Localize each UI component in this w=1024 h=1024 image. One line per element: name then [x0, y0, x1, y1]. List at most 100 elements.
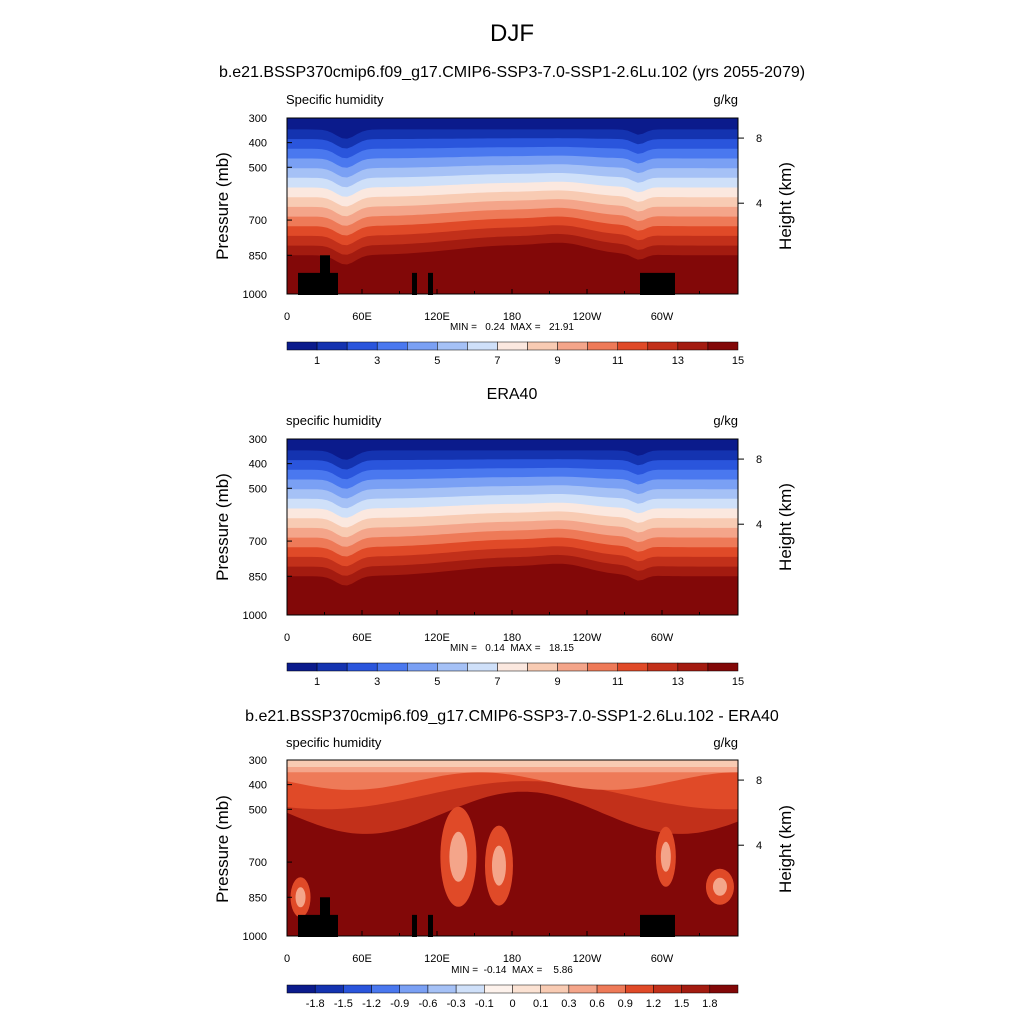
colorbar-swatch — [512, 984, 541, 994]
colorbar-label: 0.6 — [589, 998, 604, 1010]
colorbar-label: -0.6 — [418, 998, 437, 1010]
panel-2-units-label: g/kg — [713, 413, 738, 428]
colorbar-swatch — [625, 984, 654, 994]
terrain-block — [428, 272, 433, 295]
colorbar-label: 3 — [374, 355, 380, 367]
x-tick-label: 120W — [573, 632, 602, 644]
terrain-block — [640, 272, 675, 295]
panel-2-title: ERA40 — [486, 386, 538, 403]
right-tick-label: 8 — [756, 775, 762, 787]
colorbar-swatch — [455, 984, 485, 994]
colorbar-swatch — [707, 662, 739, 672]
x-tick-label: 120E — [424, 632, 450, 644]
colorbar-label: 0.9 — [618, 998, 633, 1010]
colorbar-label: -1.5 — [334, 998, 353, 1010]
colorbar-label: 7 — [494, 676, 500, 688]
colorbar-swatch — [343, 984, 372, 994]
y-tick-label: 700 — [249, 536, 267, 548]
colorbar-swatch — [653, 984, 682, 994]
x-tick-label: 60E — [352, 311, 372, 323]
x-tick-label: 60W — [651, 632, 674, 644]
y-tick-label: 1000 — [243, 931, 267, 943]
contour-blob — [660, 841, 671, 872]
terrain-block — [412, 272, 417, 295]
panel-3-variable-label: specific humidity — [286, 735, 382, 750]
colorbar-label: 9 — [555, 355, 561, 367]
y-tick-label: 1000 — [243, 610, 267, 622]
colorbar-label: 15 — [732, 676, 744, 688]
colorbar-label: 11 — [612, 676, 623, 688]
contour-band — [287, 439, 738, 460]
contour-band — [287, 118, 738, 139]
colorbar-swatch — [427, 984, 457, 994]
terrain-block — [412, 914, 417, 937]
contour-band — [287, 760, 738, 767]
panel-1-stats: MIN = 0.24 MAX = 21.91 — [450, 322, 574, 333]
colorbar-label: -1.8 — [306, 998, 325, 1010]
colorbar-swatch — [371, 984, 400, 994]
colorbar-swatch — [286, 984, 316, 994]
colorbar-label: 7 — [494, 355, 500, 367]
x-tick-label: 60W — [651, 311, 674, 323]
colorbar-label: 9 — [555, 676, 561, 688]
colorbar-label: 3 — [374, 676, 380, 688]
colorbar-swatch — [484, 984, 513, 994]
y-tick-label: 1000 — [243, 289, 267, 301]
y-tick-label: 300 — [249, 113, 267, 125]
y-tick-label: 700 — [249, 215, 267, 227]
panel-2-variable-label: specific humidity — [286, 413, 382, 428]
right-tick-label: 4 — [756, 198, 762, 210]
y-tick-label: 500 — [249, 483, 267, 495]
colorbar-label: -0.3 — [447, 998, 466, 1010]
x-tick-label: 60E — [352, 953, 372, 965]
y-tick-label: 500 — [249, 804, 267, 816]
x-tick-label: 60W — [651, 953, 674, 965]
contour-blob — [712, 877, 727, 896]
y-tick-label: 850 — [249, 892, 267, 904]
colorbar-swatch — [568, 984, 598, 994]
colorbar-swatch — [314, 984, 344, 994]
x-tick-label: 120W — [573, 311, 602, 323]
terrain-block — [320, 897, 330, 937]
colorbar-label: 1.2 — [646, 998, 661, 1010]
panel-1-title: b.e21.BSSP370cmip6.f09_g17.CMIP6-SSP3-7.… — [218, 64, 806, 81]
right-tick-label: 4 — [756, 840, 762, 852]
x-tick-label: 60E — [352, 632, 372, 644]
panel-2-stats: MIN = 0.14 MAX = 18.15 — [450, 643, 574, 654]
y-tick-label: 300 — [249, 434, 267, 446]
right-tick-label: 4 — [756, 519, 762, 531]
colorbar-label: -0.1 — [475, 998, 494, 1010]
panel-3-units-label: g/kg — [713, 735, 738, 750]
colorbar-label: 1 — [314, 676, 320, 688]
x-tick-label: 120E — [424, 953, 450, 965]
x-tick-label: 120E — [424, 311, 450, 323]
colorbar-label: -1.2 — [362, 998, 381, 1010]
x-tick-label: 0 — [284, 953, 290, 965]
topography-mask — [298, 897, 675, 937]
terrain-block — [428, 914, 433, 937]
y-tick-label: 400 — [249, 780, 267, 792]
y-tick-label: 300 — [249, 755, 267, 767]
y-tick-label: 850 — [249, 571, 267, 583]
colorbar-label: 0.1 — [533, 998, 548, 1010]
terrain-block — [640, 914, 675, 937]
figure-title: DJF — [490, 20, 534, 47]
colorbar-label: 5 — [434, 676, 440, 688]
x-tick-label: 180 — [503, 632, 521, 644]
x-tick-label: 180 — [503, 953, 521, 965]
y-tick-label: 400 — [249, 138, 267, 150]
colorbar-swatch — [709, 984, 739, 994]
colorbar-swatch — [707, 341, 739, 351]
terrain-block — [298, 914, 338, 937]
colorbar-swatch — [540, 984, 570, 994]
terrain-block — [320, 255, 330, 295]
colorbar-label: 1.5 — [674, 998, 689, 1010]
colorbar-label: -0.9 — [390, 998, 409, 1010]
x-tick-label: 180 — [503, 311, 521, 323]
x-tick-label: 0 — [284, 311, 290, 323]
right-tick-label: 8 — [756, 454, 762, 466]
panel-3-stats: MIN = -0.14 MAX = 5.86 — [451, 965, 573, 976]
colorbar-label: 15 — [732, 355, 744, 367]
